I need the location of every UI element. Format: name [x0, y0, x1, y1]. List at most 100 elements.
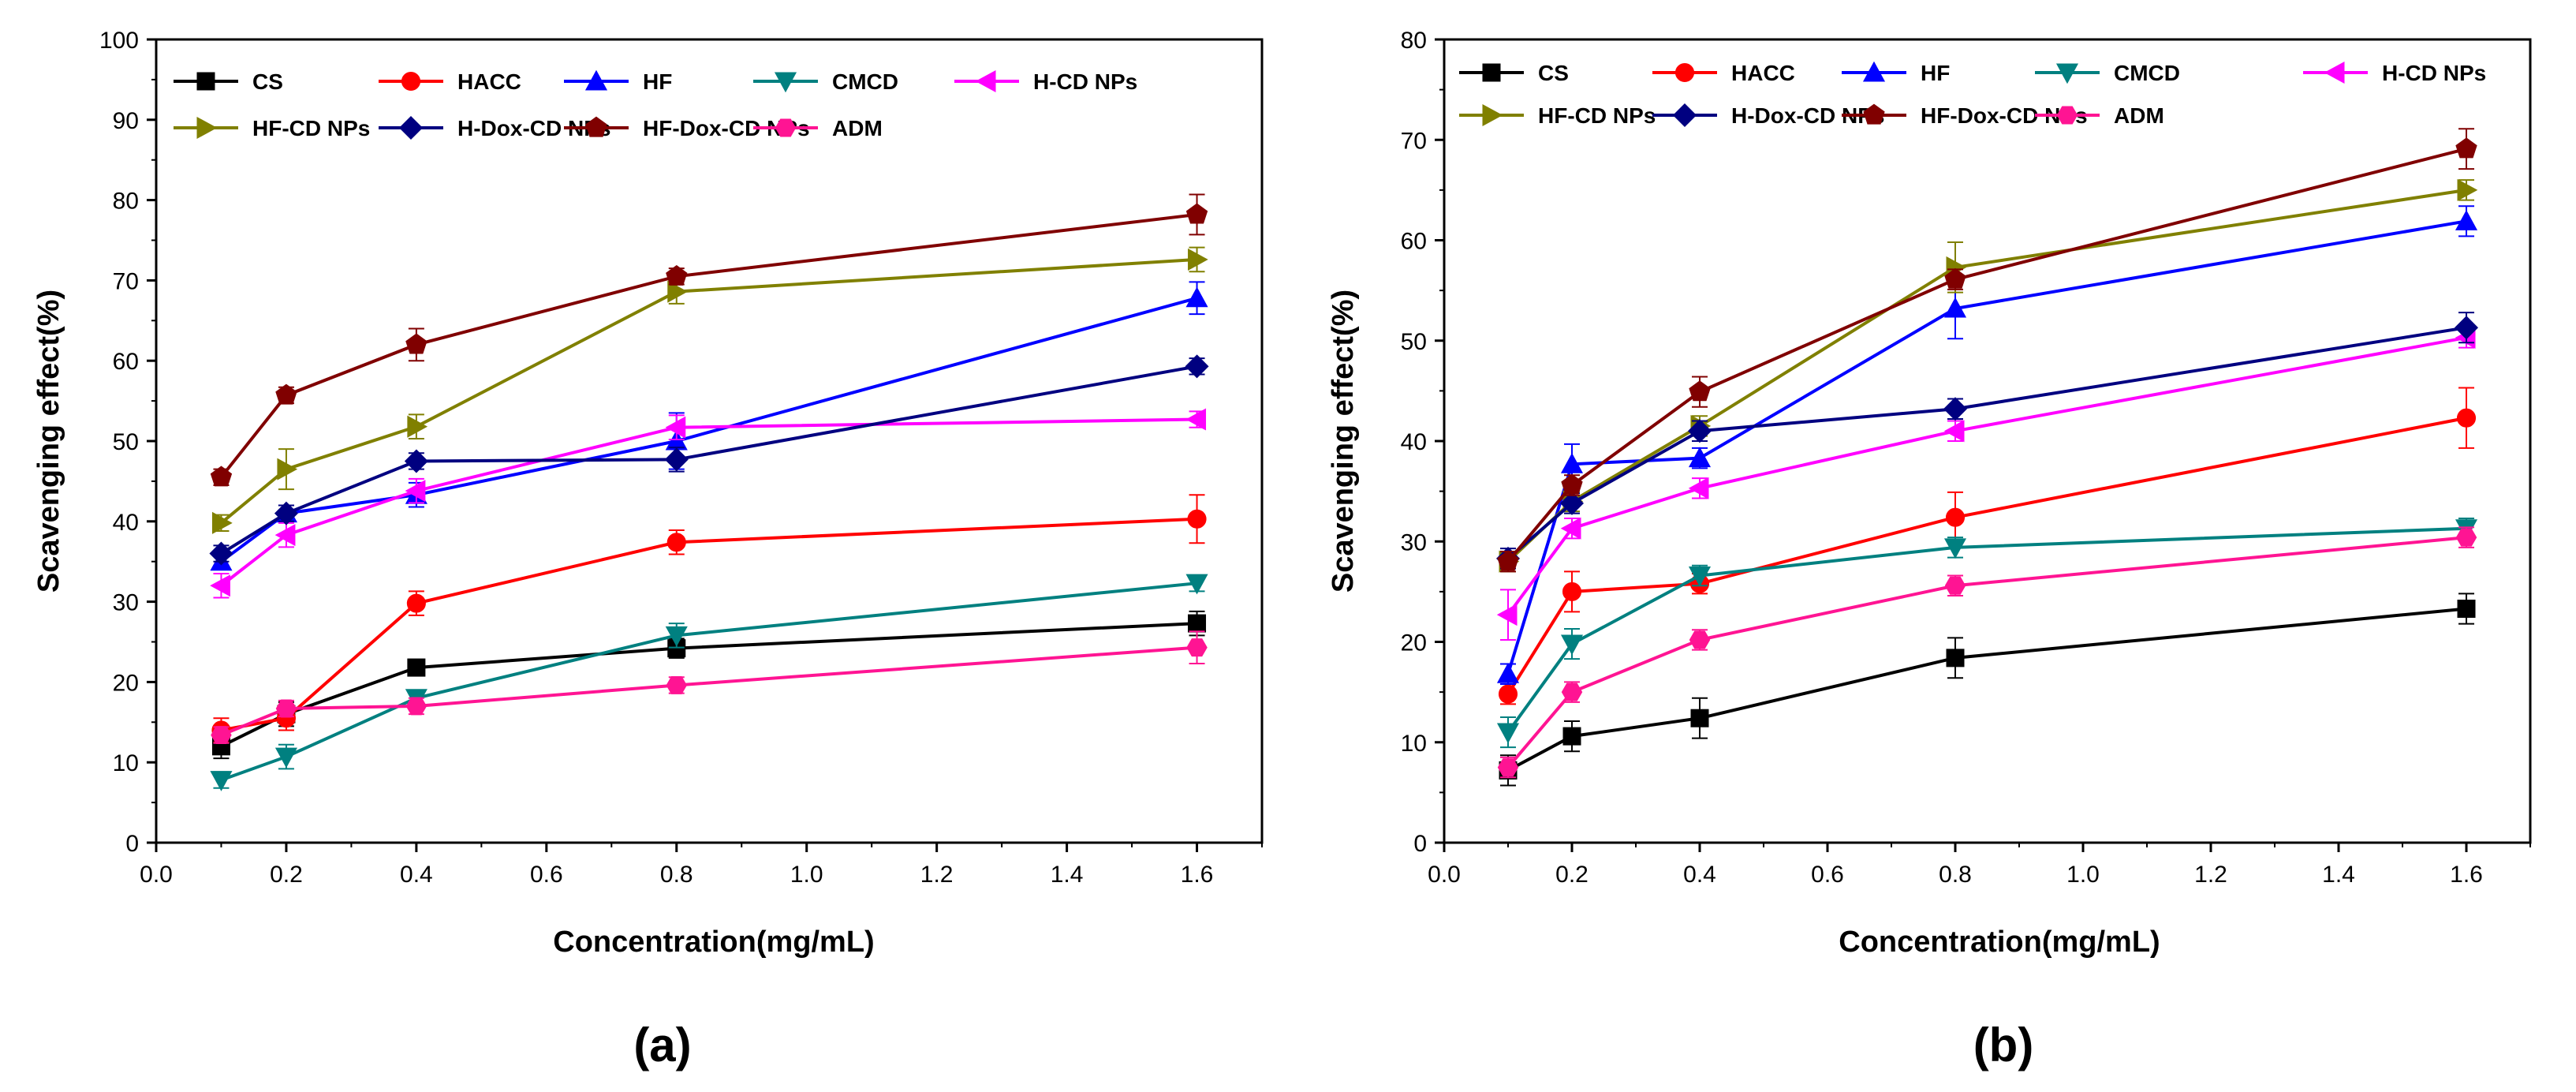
data-point: [407, 658, 426, 677]
data-point: [1185, 574, 1208, 595]
data-point: [1562, 727, 1581, 746]
y-tick-label: 0: [1413, 831, 1427, 857]
legend-item: H-CD NPs: [954, 69, 1137, 94]
series-adm: [211, 630, 1208, 745]
series-adm: [1497, 526, 2477, 779]
data-point: [1943, 297, 1967, 318]
x-tick-label: 1.4: [1051, 862, 1084, 888]
x-tick-label: 0.2: [270, 862, 303, 888]
y-tick-label: 20: [113, 670, 139, 696]
data-point: [1944, 576, 1966, 595]
panel-label: (a): [633, 1019, 691, 1071]
legend-item: CS: [174, 69, 283, 94]
data-point: [1689, 630, 1711, 649]
y-axis-title: Scavenging effect(%): [32, 290, 65, 593]
legend-item: CS: [1459, 61, 1569, 85]
data-point: [2454, 316, 2479, 340]
data-point: [666, 676, 687, 694]
data-point: [2455, 210, 2478, 230]
x-axis-title: Concentration(mg/mL): [1839, 926, 2160, 959]
legend-marker: [1674, 62, 1695, 83]
data-point: [274, 524, 296, 547]
data-point: [2456, 408, 2477, 428]
data-point: [1943, 538, 1967, 559]
legend-label: HF: [643, 69, 672, 94]
data-point: [1688, 477, 1709, 499]
x-tick-label: 0.8: [660, 862, 693, 888]
data-point: [1688, 447, 1712, 468]
data-point: [2455, 137, 2477, 159]
data-point: [405, 333, 427, 354]
data-point: [1562, 582, 1582, 601]
x-tick-label: 1.2: [2194, 862, 2227, 888]
x-tick-label: 0.2: [1555, 862, 1589, 888]
data-point: [1943, 420, 1965, 443]
x-tick-label: 1.2: [920, 862, 954, 888]
data-point: [1946, 649, 1965, 668]
data-marks: [1495, 128, 2479, 787]
legend-label: HF: [1921, 61, 1950, 85]
data-point: [1689, 380, 1711, 402]
legend-label: ADM: [832, 116, 883, 140]
y-tick-label: 40: [1401, 429, 1427, 455]
y-tick-label: 60: [113, 349, 139, 375]
legend-marker: [2324, 61, 2345, 84]
legend-marker: [584, 69, 608, 91]
legend-item: H-CD NPs: [2303, 61, 2486, 85]
x-tick-label: 0.0: [140, 862, 173, 888]
legend-label: HACC: [1731, 61, 1795, 85]
data-point: [275, 699, 297, 718]
axis-ticks: 0.0 0.2 0.4 0.6 0.8 1.0 1.2 1.4 1.6 0 10 20 30 40 50 60…: [99, 28, 1263, 888]
legend-marker: [401, 71, 421, 92]
data-point: [1185, 286, 1208, 308]
legend-marker: [774, 72, 797, 93]
data-point: [1561, 473, 1583, 495]
legend-marker: [1672, 103, 1697, 128]
x-axis-title: Concentration(mg/mL): [553, 926, 874, 959]
legend-marker: [196, 72, 215, 91]
data-point: [405, 480, 426, 503]
data-point: [211, 726, 232, 745]
data-point: [1690, 709, 1709, 727]
data-point: [210, 574, 230, 597]
data-point: [1560, 634, 1584, 656]
data-point: [1188, 614, 1207, 633]
data-point: [1185, 408, 1207, 431]
x-tick-label: 0.6: [1811, 862, 1844, 888]
data-point: [209, 541, 233, 566]
x-tick-label: 1.4: [2322, 862, 2355, 888]
legend-label: CMCD: [832, 69, 898, 94]
data-point: [1185, 203, 1208, 224]
series-h-dox-cd-nps: [209, 354, 1209, 566]
x-tick-label: 0.6: [530, 862, 563, 888]
data-point: [1188, 248, 1208, 271]
legend-marker: [775, 118, 797, 137]
legend-label: H-CD NPs: [1033, 69, 1137, 94]
x-tick-label: 1.6: [1181, 862, 1214, 888]
panel-label: (b): [1973, 1019, 2034, 1071]
data-point: [665, 626, 688, 647]
legend-item: HF-CD NPs: [1459, 103, 1656, 128]
data-point: [404, 449, 428, 473]
legend-item: ADM: [2035, 103, 2164, 128]
y-tick-label: 50: [113, 429, 139, 455]
data-point: [406, 593, 426, 613]
data-point: [1496, 723, 1520, 744]
x-tick-label: 1.0: [790, 862, 823, 888]
y-tick-label: 70: [1401, 128, 1427, 154]
data-point: [210, 771, 233, 791]
data-point: [277, 458, 298, 481]
y-tick-label: 0: [125, 831, 139, 857]
chart-panel-a: 0.0 0.2 0.4 0.6 0.8 1.0 1.2 1.4 1.6 0 10 20 30 40 50 60…: [32, 28, 1264, 1071]
x-tick-label: 1.0: [2066, 862, 2100, 888]
data-point: [1498, 684, 1518, 704]
y-axis-title: Scavenging effect(%): [1327, 290, 1360, 593]
legend-item: H-Dox-CD NPs: [1652, 103, 1884, 128]
x-tick-label: 0.8: [1939, 862, 1972, 888]
series-h-cd-nps: [210, 408, 1207, 599]
data-point: [1496, 604, 1518, 626]
legend-marker: [1482, 63, 1501, 82]
legend-marker: [1862, 61, 1886, 82]
y-tick-label: 90: [113, 108, 139, 134]
